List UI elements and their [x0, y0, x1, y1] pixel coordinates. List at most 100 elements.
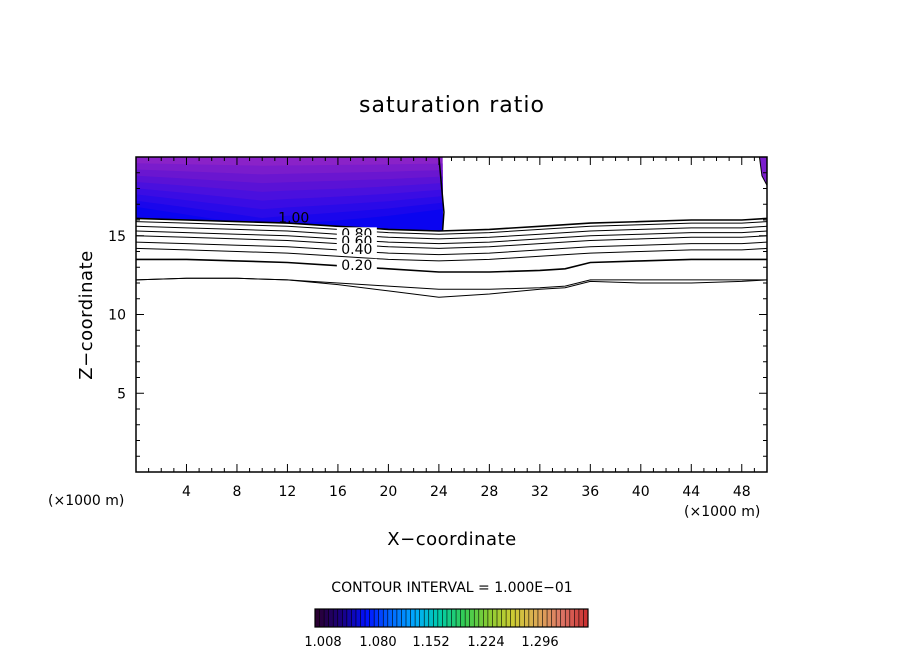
x-axis-unit-left: (×1000 m)	[48, 493, 124, 509]
colorbar-cell	[506, 609, 512, 627]
colorbar-cell	[419, 609, 425, 627]
colorbar	[314, 608, 589, 628]
colorbar-cell	[442, 609, 448, 627]
contour-line	[135, 230, 768, 245]
colorbar-cell	[396, 609, 402, 627]
colorbar-cell	[337, 609, 343, 627]
x-tick-label: 4	[182, 484, 191, 500]
colorbar-cell	[542, 609, 548, 627]
colorbar-cell	[515, 609, 521, 627]
colorbar-cell	[319, 609, 325, 627]
colorbar-cell	[342, 609, 348, 627]
x-tick-label: 20	[379, 484, 397, 500]
colorbar-cell	[392, 609, 398, 627]
colorbar-cell	[478, 609, 484, 627]
colorbar-tick-label: 1.080	[359, 635, 396, 650]
colorbar-cell	[547, 609, 552, 627]
colorbar-cell	[569, 609, 575, 627]
colorbar-cell	[551, 609, 557, 627]
x-tick-label: 8	[232, 484, 241, 500]
colorbar-cell	[487, 609, 493, 627]
x-tick-label: 36	[581, 484, 599, 500]
colorbar-tick-label: 1.224	[467, 635, 504, 650]
colorbar-cell	[333, 609, 339, 627]
colorbar-tick-label: 1.152	[412, 635, 449, 650]
contour-line	[135, 225, 768, 240]
x-tick-label: 16	[329, 484, 347, 500]
colorbar-cell	[474, 609, 480, 627]
x-tick-label: 28	[480, 484, 498, 500]
colorbar-cell	[492, 609, 498, 627]
x-axis-tick-labels: 4 8 12 16 20 24 28 32 36 40 44 48	[182, 484, 751, 500]
colorbar-cell	[351, 609, 357, 627]
colorbar-cell	[369, 609, 375, 627]
colorbar-cell	[428, 609, 434, 627]
colorbar-cell	[433, 609, 439, 627]
colorbar-cell	[510, 609, 516, 627]
colorbar-cell	[378, 609, 384, 627]
colorbar-cell	[578, 609, 584, 627]
contour-label: 0.20	[341, 258, 372, 274]
colorbar-cell	[424, 609, 430, 627]
colorbar-cell	[528, 609, 534, 627]
colorbar-cell	[519, 609, 525, 627]
y-tick-label: 15	[108, 229, 126, 245]
colorbar-cell	[346, 609, 352, 627]
colorbar-cell	[456, 609, 461, 627]
colorbar-cell	[410, 609, 416, 627]
colorbar-cell	[324, 609, 330, 627]
colorbar-cell	[537, 609, 543, 627]
y-axis-tick-labels: 5 10 15	[108, 229, 126, 403]
contour-line	[135, 277, 767, 290]
colorbar-tick-label: 1.008	[304, 635, 341, 650]
colorbar-cell	[315, 609, 320, 627]
colorbar-cell	[446, 609, 452, 627]
colorbar-tick-labels: 1.008 1.080 1.152 1.224 1.296	[304, 635, 558, 650]
colorbar-cell	[556, 609, 562, 627]
colorbar-cell	[565, 609, 571, 627]
colorbar-cell	[583, 609, 589, 627]
x-tick-label: 24	[430, 484, 448, 500]
contour-label: 1.00	[278, 211, 309, 227]
y-tick-label: 5	[117, 386, 126, 402]
colorbar-cell	[497, 609, 502, 627]
colorbar-cell	[365, 609, 370, 627]
colorbar-cell	[501, 609, 507, 627]
colorbar-cell	[406, 609, 411, 627]
x-tick-label: 12	[279, 484, 297, 500]
colorbar-cell	[451, 609, 457, 627]
colorbar-cell	[387, 609, 393, 627]
filled-region-band	[136, 206, 443, 231]
colorbar-cell	[355, 609, 361, 627]
x-tick-label: 48	[733, 484, 751, 500]
colorbar-cell	[374, 609, 380, 627]
colorbar-cell	[524, 609, 530, 627]
colorbar-cell	[328, 609, 334, 627]
colorbar-cell	[469, 609, 475, 627]
contour-line	[136, 258, 767, 273]
contour-line	[135, 277, 768, 298]
colorbar-cell	[560, 609, 566, 627]
chart-title: saturation ratio	[359, 93, 545, 118]
contour-label-bg	[336, 243, 377, 256]
colorbar-cell	[437, 609, 443, 627]
filled-region-edge	[438, 156, 445, 231]
y-axis-label: Z−coordinate	[76, 250, 97, 379]
x-axis-unit-right: (×1000 m)	[684, 504, 760, 520]
contour-line	[135, 221, 768, 235]
colorbar-cell	[383, 609, 389, 627]
contour-line	[135, 235, 768, 249]
plot-area: 1.000.800.600.400.20	[135, 156, 768, 473]
filled-region-right-sliver	[758, 156, 768, 186]
colorbar-frame	[314, 608, 589, 628]
contour-line	[135, 247, 768, 262]
x-tick-label: 40	[632, 484, 650, 500]
contour-label-bg	[336, 258, 377, 271]
contour-line	[135, 241, 768, 256]
colorbar-cell	[574, 609, 580, 627]
colorbar-tick-label: 1.296	[521, 635, 558, 650]
colorbar-cell	[360, 609, 366, 627]
colorbar-cell	[465, 609, 471, 627]
colorbar-cell	[483, 609, 489, 627]
